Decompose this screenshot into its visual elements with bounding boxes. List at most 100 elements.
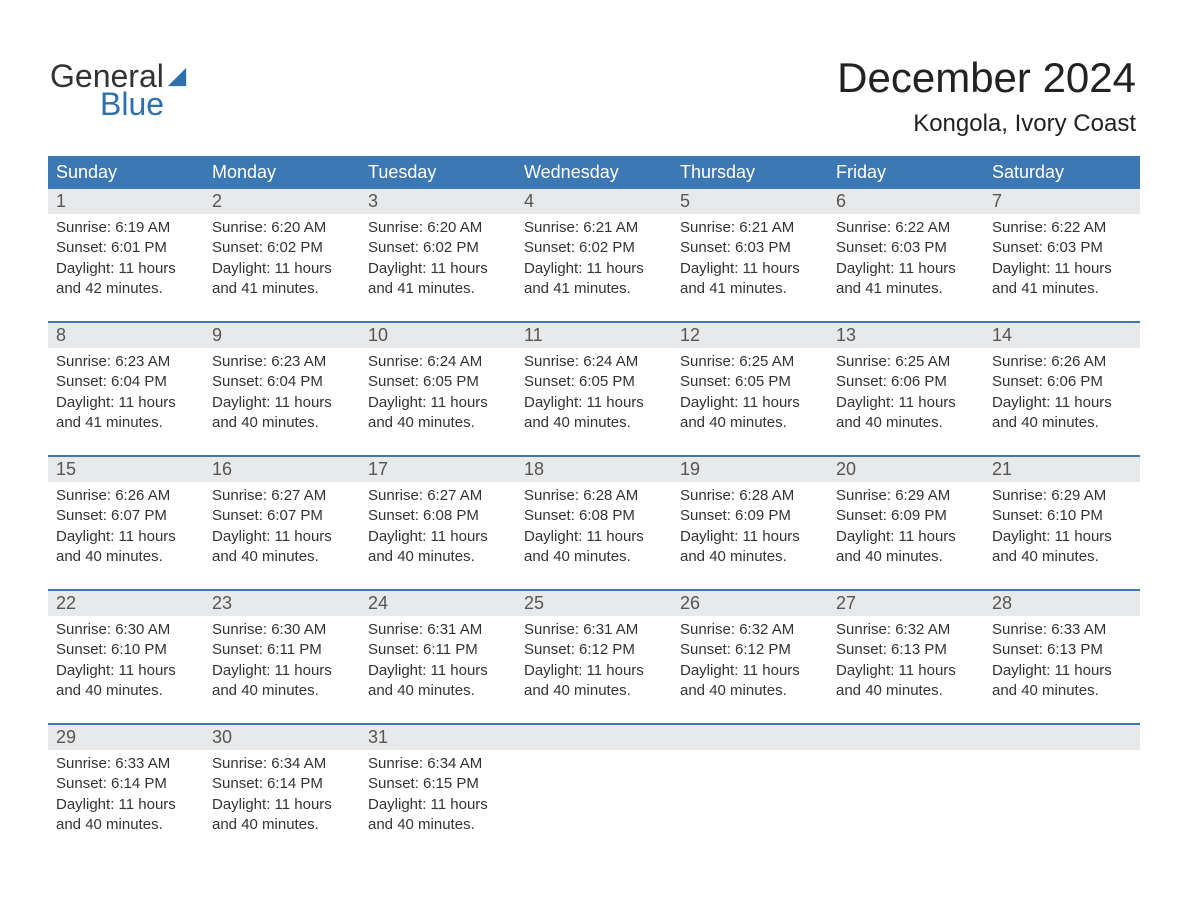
day-cell: Sunrise: 6:33 AMSunset: 6:14 PMDaylight:… [48,750,204,835]
day-data-row: Sunrise: 6:30 AMSunset: 6:10 PMDaylight:… [48,616,1140,721]
day-d1: Daylight: 11 hours [56,661,196,681]
calendar-week: 293031Sunrise: 6:33 AMSunset: 6:14 PMDay… [48,725,1140,855]
day-cell: Sunrise: 6:29 AMSunset: 6:10 PMDaylight:… [984,482,1140,567]
day-sunrise: Sunrise: 6:29 AM [992,486,1132,506]
day-number: 20 [828,457,984,482]
day-number: 30 [204,725,360,750]
day-number-row: 891011121314 [48,323,1140,348]
day-d2: and 41 minutes. [992,279,1132,299]
day-number: 27 [828,591,984,616]
day-number: 28 [984,591,1140,616]
day-cell: Sunrise: 6:34 AMSunset: 6:14 PMDaylight:… [204,750,360,835]
day-d2: and 40 minutes. [836,681,976,701]
day-sunset: Sunset: 6:03 PM [680,238,820,258]
day-cell: Sunrise: 6:34 AMSunset: 6:15 PMDaylight:… [360,750,516,835]
day-d1: Daylight: 11 hours [992,661,1132,681]
day-d1: Daylight: 11 hours [992,527,1132,547]
day-sunrise: Sunrise: 6:23 AM [212,352,352,372]
day-cell: Sunrise: 6:21 AMSunset: 6:03 PMDaylight:… [672,214,828,299]
day-sunrise: Sunrise: 6:28 AM [680,486,820,506]
calendar: Sunday Monday Tuesday Wednesday Thursday… [48,156,1140,855]
day-cell: Sunrise: 6:26 AMSunset: 6:06 PMDaylight:… [984,348,1140,433]
calendar-week: 891011121314Sunrise: 6:23 AMSunset: 6:04… [48,323,1140,453]
day-d1: Daylight: 11 hours [836,259,976,279]
day-sunset: Sunset: 6:06 PM [992,372,1132,392]
day-sunrise: Sunrise: 6:23 AM [56,352,196,372]
day-sunset: Sunset: 6:13 PM [836,640,976,660]
day-number: 25 [516,591,672,616]
day-number: 17 [360,457,516,482]
day-sunset: Sunset: 6:09 PM [836,506,976,526]
day-sunrise: Sunrise: 6:19 AM [56,218,196,238]
day-sunset: Sunset: 6:11 PM [368,640,508,660]
day-d2: and 41 minutes. [680,279,820,299]
day-cell: Sunrise: 6:27 AMSunset: 6:08 PMDaylight:… [360,482,516,567]
day-cell: Sunrise: 6:29 AMSunset: 6:09 PMDaylight:… [828,482,984,567]
calendar-week: 1234567Sunrise: 6:19 AMSunset: 6:01 PMDa… [48,189,1140,319]
day-data-row: Sunrise: 6:19 AMSunset: 6:01 PMDaylight:… [48,214,1140,319]
day-sunrise: Sunrise: 6:21 AM [680,218,820,238]
day-number: 3 [360,189,516,214]
day-number: 19 [672,457,828,482]
day-d1: Daylight: 11 hours [212,661,352,681]
day-d1: Daylight: 11 hours [212,527,352,547]
day-d1: Daylight: 11 hours [56,795,196,815]
day-number: 5 [672,189,828,214]
day-d2: and 40 minutes. [992,547,1132,567]
day-d2: and 41 minutes. [368,279,508,299]
day-sunrise: Sunrise: 6:22 AM [992,218,1132,238]
day-number: 8 [48,323,204,348]
day-d2: and 40 minutes. [992,413,1132,433]
day-sunset: Sunset: 6:06 PM [836,372,976,392]
day-d2: and 40 minutes. [212,413,352,433]
day-sunrise: Sunrise: 6:27 AM [368,486,508,506]
day-sunrise: Sunrise: 6:32 AM [680,620,820,640]
day-cell: Sunrise: 6:26 AMSunset: 6:07 PMDaylight:… [48,482,204,567]
title-block: December 2024 Kongola, Ivory Coast [837,54,1136,138]
day-d2: and 40 minutes. [368,815,508,835]
day-sunset: Sunset: 6:12 PM [524,640,664,660]
day-cell: Sunrise: 6:25 AMSunset: 6:05 PMDaylight:… [672,348,828,433]
day-d1: Daylight: 11 hours [680,661,820,681]
day-cell: Sunrise: 6:21 AMSunset: 6:02 PMDaylight:… [516,214,672,299]
day-d1: Daylight: 11 hours [56,259,196,279]
day-sunset: Sunset: 6:05 PM [680,372,820,392]
day-cell: Sunrise: 6:28 AMSunset: 6:08 PMDaylight:… [516,482,672,567]
day-sunset: Sunset: 6:14 PM [56,774,196,794]
day-sunrise: Sunrise: 6:26 AM [56,486,196,506]
day-sunrise: Sunrise: 6:24 AM [368,352,508,372]
day-sunset: Sunset: 6:05 PM [368,372,508,392]
day-number: 23 [204,591,360,616]
day-number: 7 [984,189,1140,214]
day-d1: Daylight: 11 hours [368,259,508,279]
day-sunset: Sunset: 6:04 PM [212,372,352,392]
day-d1: Daylight: 11 hours [368,661,508,681]
dow-wednesday: Wednesday [516,156,672,189]
day-number: 10 [360,323,516,348]
day-cell: Sunrise: 6:24 AMSunset: 6:05 PMDaylight:… [516,348,672,433]
day-d2: and 40 minutes. [680,681,820,701]
day-cell: Sunrise: 6:32 AMSunset: 6:12 PMDaylight:… [672,616,828,701]
day-sunrise: Sunrise: 6:28 AM [524,486,664,506]
day-d2: and 40 minutes. [368,413,508,433]
day-d2: and 40 minutes. [836,547,976,567]
day-sunset: Sunset: 6:04 PM [56,372,196,392]
day-d2: and 41 minutes. [56,413,196,433]
day-number [984,725,1140,750]
day-d1: Daylight: 11 hours [212,393,352,413]
brand-logo: General Blue [50,60,188,123]
day-data-row: Sunrise: 6:33 AMSunset: 6:14 PMDaylight:… [48,750,1140,855]
day-number-row: 15161718192021 [48,457,1140,482]
day-number-row: 293031 [48,725,1140,750]
day-d1: Daylight: 11 hours [992,393,1132,413]
day-sunset: Sunset: 6:02 PM [524,238,664,258]
day-d2: and 40 minutes. [524,413,664,433]
day-number: 31 [360,725,516,750]
day-d1: Daylight: 11 hours [992,259,1132,279]
day-sunset: Sunset: 6:08 PM [524,506,664,526]
day-number: 29 [48,725,204,750]
day-number-row: 1234567 [48,189,1140,214]
day-sunset: Sunset: 6:01 PM [56,238,196,258]
day-number: 26 [672,591,828,616]
day-number [672,725,828,750]
